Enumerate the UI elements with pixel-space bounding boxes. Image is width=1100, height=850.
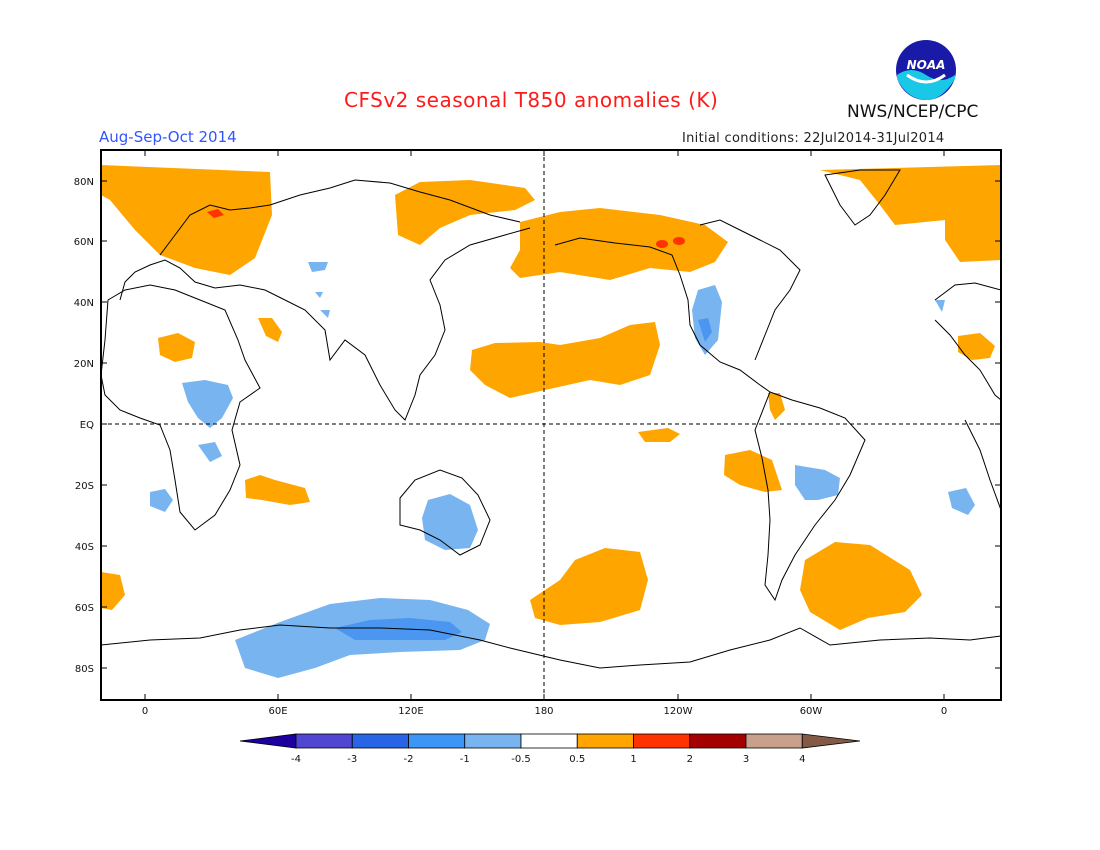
- legend-color-box: [351, 733, 409, 749]
- anomaly-field: [101, 165, 1001, 678]
- colorbar-legend: -4 -3 -2 -1 -0.5 0.5 1 2 3 4: [239, 733, 861, 765]
- legend-label: -0.5: [511, 754, 531, 765]
- legend-color-box: [408, 733, 466, 749]
- page-title: CFSv2 seasonal T850 anomalies (K): [344, 88, 719, 112]
- lon-tick-label: 0: [941, 706, 947, 717]
- latitude-axis: 80N 60N 40N 20N EQ 20S 40S 60S 80S: [74, 177, 1001, 675]
- lat-tick-label: 60N: [74, 237, 94, 248]
- legend-color-box: [745, 733, 803, 749]
- legend-color-box: [576, 733, 634, 749]
- legend-label: 4: [799, 754, 805, 765]
- lat-tick-label: 20S: [75, 481, 94, 492]
- lon-tick-label: 180: [534, 706, 553, 717]
- lon-tick-label: 60W: [800, 706, 823, 717]
- strong-warm-anomaly-regions: [207, 209, 685, 248]
- longitude-axis: 0 60E 120E 180 120W 60W 0: [142, 150, 947, 717]
- initial-conditions: Initial conditions: 22Jul2014-31Jul2014: [682, 131, 945, 146]
- lon-tick-label: 60E: [268, 706, 287, 717]
- legend-color-box: [689, 733, 747, 749]
- legend-label: -1: [460, 754, 470, 765]
- noaa-logo: NOAA: [896, 40, 956, 101]
- lon-tick-label: 0: [142, 706, 148, 717]
- legend-color-box: [633, 733, 691, 749]
- legend-arrow-high: [801, 733, 861, 749]
- noaa-logo-text: NOAA: [907, 58, 946, 72]
- coastlines: [101, 169, 1001, 669]
- lat-tick-label: 80N: [74, 177, 94, 188]
- lon-tick-label: 120E: [398, 706, 423, 717]
- legend-label: 0.5: [569, 754, 585, 765]
- legend-color-box: [520, 733, 578, 749]
- forecast-period: Aug-Sep-Oct 2014: [99, 128, 237, 146]
- lat-tick-label: 20N: [74, 359, 94, 370]
- map-frame: [100, 149, 1002, 701]
- lat-tick-label: 40S: [75, 542, 94, 553]
- legend-label: 1: [630, 754, 636, 765]
- lon-tick-label: 120W: [664, 706, 693, 717]
- lat-tick-label: EQ: [80, 420, 94, 431]
- legend-label: 3: [743, 754, 749, 765]
- legend-label: -2: [404, 754, 414, 765]
- legend-label: -4: [291, 754, 301, 765]
- legend-color-box: [464, 733, 522, 749]
- legend-color-box: [295, 733, 353, 749]
- warm-anomaly-regions: [101, 165, 1001, 630]
- lat-tick-label: 40N: [74, 298, 94, 309]
- legend-label: -3: [347, 754, 357, 765]
- lat-tick-label: 60S: [75, 603, 94, 614]
- lat-tick-label: 80S: [75, 664, 94, 675]
- legend-label: 2: [687, 754, 693, 765]
- legend-arrow-low: [239, 733, 297, 749]
- agency-label: NWS/NCEP/CPC: [847, 102, 979, 122]
